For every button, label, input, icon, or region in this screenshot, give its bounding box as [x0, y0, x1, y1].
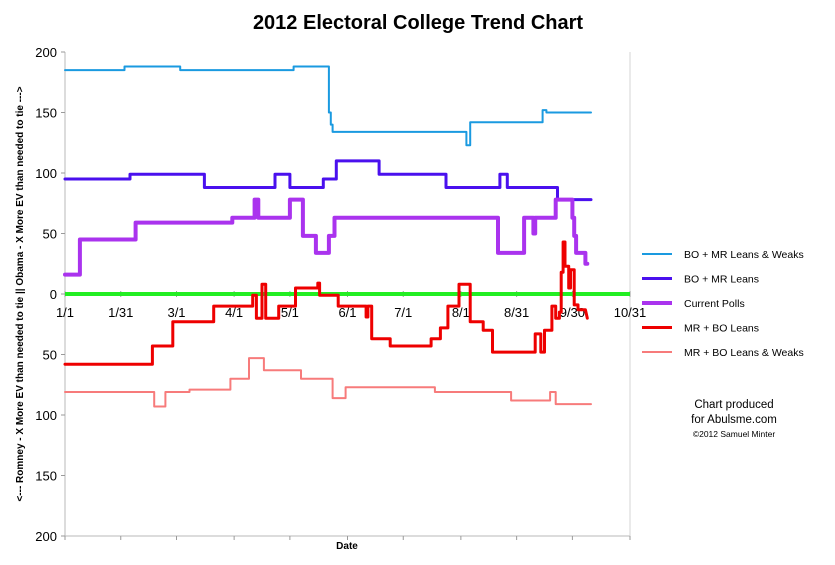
x-tick-label: 7/1: [394, 305, 412, 320]
plot-area: 1/1 1/31 3/1 4/1 5/1 6/1 7/1 8/1 8/31 9/30 10/31 2…: [35, 45, 646, 544]
x-tick-label: 4/1: [225, 305, 243, 320]
y-tick-label: 100: [35, 408, 57, 423]
x-tick-label: 6/1: [338, 305, 356, 320]
legend-label: MR + BO Leans & Weaks: [684, 347, 804, 359]
series-line-1: [64, 65, 592, 147]
y-tick-label: 50: [43, 348, 57, 363]
copyright-text: ©2012 Samuel Minter: [693, 429, 776, 439]
x-axis-title: Date: [336, 541, 358, 552]
y-tick-label: 100: [35, 166, 57, 181]
x-tick-label: 5/1: [281, 305, 299, 320]
x-tick-label: 1/1: [56, 305, 74, 320]
legend-label: BO + MR Leans & Weaks: [684, 249, 804, 261]
y-tick-label: 200: [35, 529, 57, 544]
y-tick-label: 50: [43, 227, 57, 242]
credit-line-2: for Abulsme.com: [691, 414, 777, 426]
series-line-5: [64, 357, 592, 408]
y-tick-label: 150: [35, 106, 57, 121]
legend-label: Current Polls: [684, 298, 745, 310]
legend: BO + MR Leans & Weaks BO + MR Leans Curren…: [642, 249, 804, 359]
series-lines: [63, 65, 593, 408]
x-tick-label: 8/1: [452, 305, 470, 320]
x-tick-label: 8/31: [504, 305, 529, 320]
y-axis-ticks: 200 150 100 50 0 50 100 150 200: [35, 45, 65, 544]
x-tick-label: 10/31: [614, 305, 647, 320]
y-tick-label: 150: [35, 469, 57, 484]
y-tick-label: 0: [50, 287, 57, 302]
x-axis-ticks: 1/1 1/31 3/1 4/1 5/1 6/1 7/1 8/1 8/31 9/30 10/31: [56, 291, 646, 540]
x-tick-label: 1/31: [108, 305, 133, 320]
credit-line-1: Chart produced: [694, 399, 773, 411]
legend-label: BO + MR Leans: [684, 274, 759, 286]
y-tick-label: 200: [35, 45, 57, 60]
y-axis-title: <--- Romney - X More EV than needed to t…: [15, 86, 26, 501]
chart-title: 2012 Electoral College Trend Chart: [253, 12, 583, 34]
x-tick-label: 9/30: [560, 305, 585, 320]
x-tick-label: 3/1: [167, 305, 185, 320]
series-line-3: [63, 197, 590, 277]
series-line-4: [63, 240, 589, 366]
legend-label: MR + BO Leans: [684, 323, 759, 335]
series-line-2: [63, 159, 593, 202]
chart-credit: Chart produced for Abulsme.com ©2012 Sam…: [691, 399, 777, 439]
